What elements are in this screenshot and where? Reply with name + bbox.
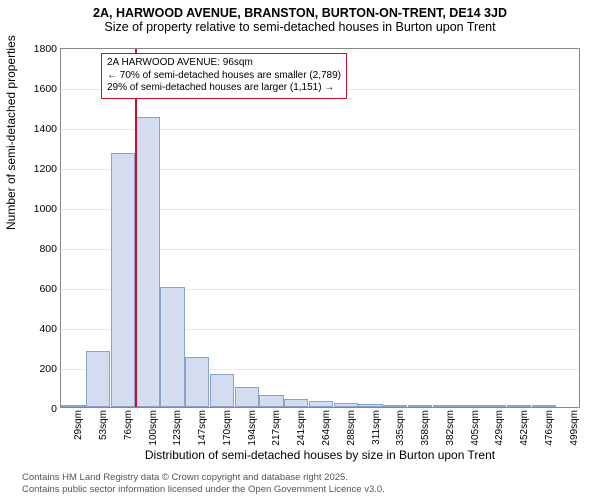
- y-tick-label: 1800: [25, 43, 61, 55]
- histogram-bar: [160, 287, 184, 407]
- x-tick-label: 147sqm: [197, 407, 208, 446]
- y-tick-label: 800: [25, 243, 61, 255]
- x-tick-label: 405sqm: [470, 407, 481, 446]
- y-tick-label: 0: [25, 403, 61, 415]
- histogram-bar: [210, 374, 234, 407]
- chart-title-sub: Size of property relative to semi-detach…: [10, 20, 590, 34]
- x-tick-label: 452sqm: [519, 407, 530, 446]
- x-tick-label: 241sqm: [296, 407, 307, 446]
- histogram-bar: [111, 153, 135, 407]
- y-axis-label: Number of semi-detached properties: [4, 35, 18, 230]
- y-tick-label: 200: [25, 363, 61, 375]
- footer-line2: Contains public sector information licen…: [22, 484, 385, 496]
- y-tick-label: 400: [25, 323, 61, 335]
- x-axis-label: Distribution of semi-detached houses by …: [60, 448, 580, 462]
- x-tick-label: 476sqm: [544, 407, 555, 446]
- y-tick-label: 600: [25, 283, 61, 295]
- x-tick-label: 358sqm: [420, 407, 431, 446]
- marker-callout: 2A HARWOOD AVENUE: 96sqm ← 70% of semi-d…: [101, 53, 347, 99]
- x-tick-label: 170sqm: [222, 407, 233, 446]
- footer-credits: Contains HM Land Registry data © Crown c…: [22, 472, 385, 496]
- x-tick-label: 429sqm: [494, 407, 505, 446]
- x-tick-label: 264sqm: [321, 407, 332, 446]
- x-tick-label: 53sqm: [98, 407, 109, 440]
- chart-container: 2A, HARWOOD AVENUE, BRANSTON, BURTON-ON-…: [0, 0, 600, 500]
- x-tick-label: 76sqm: [123, 407, 134, 440]
- histogram-bar: [235, 387, 259, 407]
- histogram-bar: [136, 117, 160, 407]
- x-tick-label: 288sqm: [346, 407, 357, 446]
- histogram-bar: [185, 357, 209, 407]
- title-block: 2A, HARWOOD AVENUE, BRANSTON, BURTON-ON-…: [0, 0, 600, 36]
- histogram-bar: [86, 351, 110, 407]
- histogram-bar: [259, 395, 283, 407]
- x-tick-label: 499sqm: [569, 407, 580, 446]
- x-tick-label: 335sqm: [395, 407, 406, 446]
- x-tick-label: 194sqm: [247, 407, 258, 446]
- plot-area: 02004006008001000120014001600180029sqm53…: [60, 48, 580, 408]
- x-tick-label: 123sqm: [172, 407, 183, 446]
- y-tick-label: 1600: [25, 83, 61, 95]
- x-tick-label: 217sqm: [271, 407, 282, 446]
- y-tick-label: 1000: [25, 203, 61, 215]
- footer-line1: Contains HM Land Registry data © Crown c…: [22, 472, 385, 484]
- x-tick-label: 311sqm: [371, 407, 382, 445]
- x-tick-label: 382sqm: [445, 407, 456, 446]
- y-tick-label: 1400: [25, 123, 61, 135]
- marker-line: [135, 49, 137, 407]
- histogram-bar: [284, 399, 308, 407]
- callout-line2: ← 70% of semi-detached houses are smalle…: [107, 70, 341, 83]
- chart-title-main: 2A, HARWOOD AVENUE, BRANSTON, BURTON-ON-…: [10, 6, 590, 20]
- callout-line3: 29% of semi-detached houses are larger (…: [107, 82, 341, 95]
- y-tick-label: 1200: [25, 163, 61, 175]
- callout-line1: 2A HARWOOD AVENUE: 96sqm: [107, 57, 341, 70]
- x-tick-label: 100sqm: [148, 407, 159, 446]
- x-tick-label: 29sqm: [73, 407, 84, 440]
